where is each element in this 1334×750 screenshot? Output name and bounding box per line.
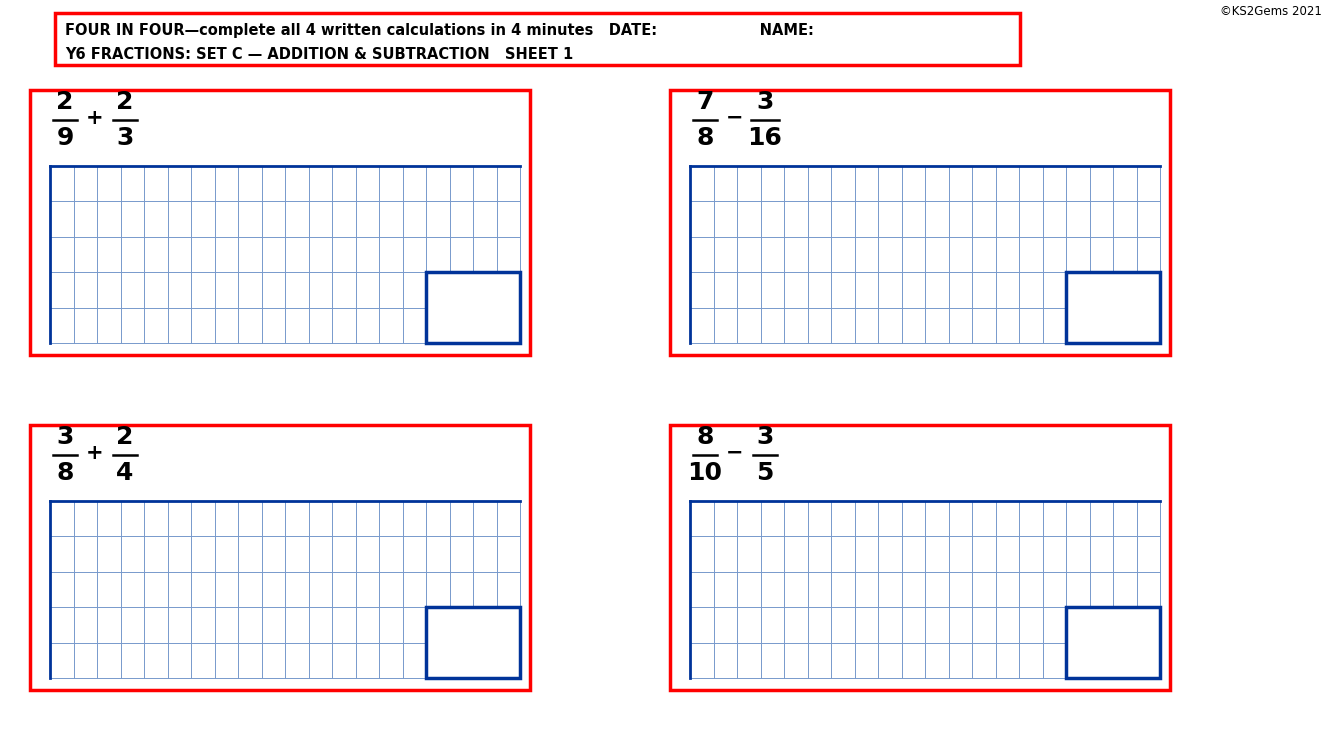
Text: 8: 8 bbox=[56, 461, 73, 485]
Text: 9: 9 bbox=[56, 126, 73, 150]
Bar bbox=[55, 13, 1021, 65]
Bar bbox=[1067, 273, 1159, 342]
Bar bbox=[1066, 272, 1161, 343]
Text: 5: 5 bbox=[756, 461, 774, 485]
Bar bbox=[670, 90, 1170, 355]
Text: 3: 3 bbox=[756, 425, 774, 449]
Text: 16: 16 bbox=[747, 126, 783, 150]
Text: 10: 10 bbox=[687, 461, 723, 485]
Bar bbox=[427, 608, 519, 677]
Bar bbox=[426, 272, 520, 343]
Bar bbox=[29, 90, 530, 355]
Text: 8: 8 bbox=[696, 126, 714, 150]
Text: 2: 2 bbox=[116, 90, 133, 114]
Bar bbox=[427, 273, 519, 342]
Text: FOUR IN FOUR—complete all 4 written calculations in 4 minutes   DATE:           : FOUR IN FOUR—complete all 4 written calc… bbox=[65, 23, 814, 38]
Text: +: + bbox=[87, 108, 104, 128]
Text: −: − bbox=[726, 443, 744, 463]
Text: ©KS2Gems 2021: ©KS2Gems 2021 bbox=[1221, 5, 1322, 18]
Text: Y6 FRACTIONS: SET C — ADDITION & SUBTRACTION   SHEET 1: Y6 FRACTIONS: SET C — ADDITION & SUBTRAC… bbox=[65, 47, 574, 62]
Text: 2: 2 bbox=[56, 90, 73, 114]
Text: 8: 8 bbox=[696, 425, 714, 449]
Text: −: − bbox=[726, 108, 744, 128]
Text: 7: 7 bbox=[696, 90, 714, 114]
Text: 3: 3 bbox=[756, 90, 774, 114]
Text: +: + bbox=[87, 443, 104, 463]
Bar bbox=[29, 425, 530, 690]
Bar bbox=[1066, 608, 1161, 678]
Bar bbox=[670, 425, 1170, 690]
Text: 2: 2 bbox=[116, 425, 133, 449]
Bar bbox=[1067, 608, 1159, 677]
Bar bbox=[426, 608, 520, 678]
Text: 4: 4 bbox=[116, 461, 133, 485]
Text: 3: 3 bbox=[56, 425, 73, 449]
Text: 3: 3 bbox=[116, 126, 133, 150]
